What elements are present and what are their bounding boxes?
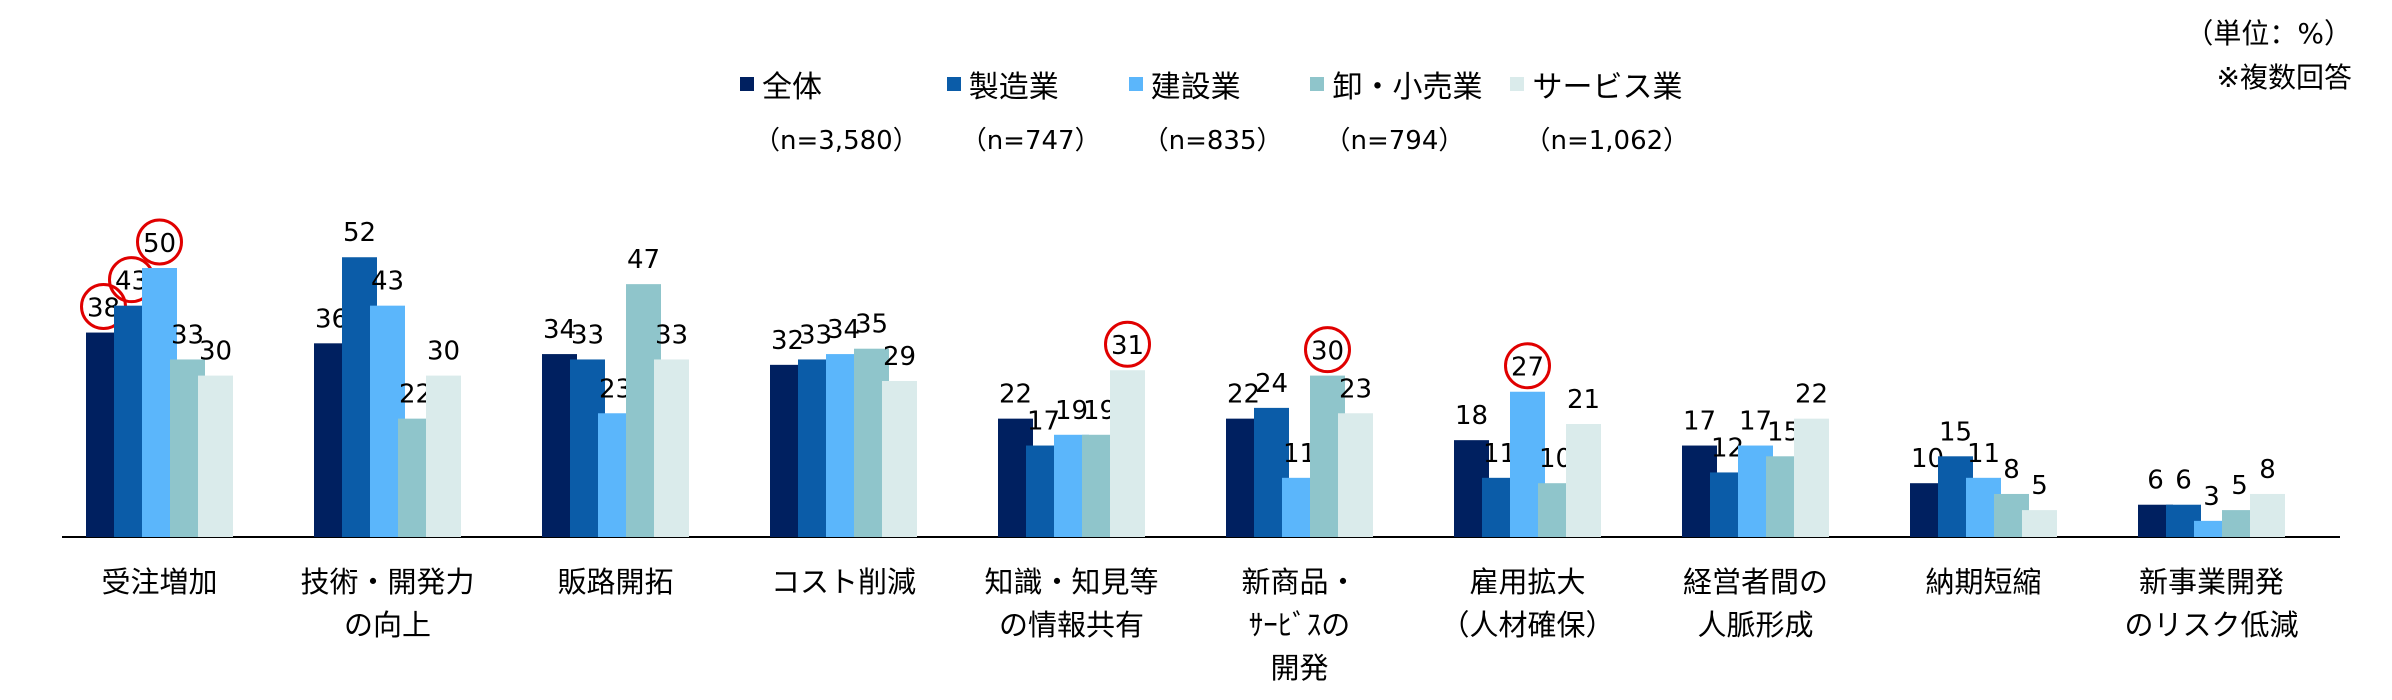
data-label: 50 (143, 229, 176, 259)
data-label: 29 (883, 342, 916, 372)
data-label: 17 (1739, 407, 1772, 437)
data-label: 33 (571, 320, 604, 350)
category-label: 知識・知見等 (984, 565, 1158, 599)
data-label: 27 (1511, 353, 1544, 383)
highlight-circle (1304, 326, 1351, 374)
legend-swatch (740, 77, 754, 91)
category-label: 経営者間の (1683, 565, 1828, 599)
legend-swatch (1128, 77, 1143, 91)
bar (654, 359, 689, 537)
data-label: 31 (1111, 331, 1144, 361)
data-label: 33 (171, 320, 204, 350)
data-label: 30 (1311, 337, 1344, 367)
legend-item-construction: 建設業 （n=835） (1128, 62, 1283, 157)
data-label: 21 (1567, 385, 1600, 415)
legend-item-service: サービス業 （n=1,062） (1510, 62, 1689, 157)
legend-item-all: 全体 （n=3,580） (740, 62, 919, 157)
highlight-circle (136, 218, 183, 266)
data-label: 47 (627, 245, 660, 275)
legend-sample-size: （n=794） (1324, 126, 1465, 156)
data-label: 22 (1795, 380, 1828, 410)
bar (2194, 520, 2229, 537)
data-label: 5 (2231, 471, 2248, 501)
category-label: （人材確保） (1440, 608, 1614, 642)
bar (2022, 510, 2057, 537)
bar (426, 375, 461, 537)
category-label: ｻｰﾋﾞｽの (1249, 608, 1351, 642)
data-label: 24 (1255, 369, 1288, 399)
bar (1338, 413, 1373, 537)
legend-sample-size: （n=747） (960, 126, 1101, 156)
data-label: 34 (543, 315, 576, 345)
category-label: 新商品・ (1241, 565, 1357, 599)
data-label: 22 (999, 380, 1032, 410)
data-label: 30 (427, 337, 460, 367)
legend-swatch (1510, 77, 1525, 91)
data-label: 17 (1683, 407, 1716, 437)
legend-sample-size: （n=835） (1142, 126, 1283, 156)
category-label: 販路開拓 (557, 565, 673, 599)
category-label: の向上 (344, 608, 431, 642)
legend-label: 卸・小売業 (1332, 70, 1483, 105)
legend-item-wholesale-retail: 卸・小売業 （n=794） (1310, 62, 1482, 157)
category-label: コスト削減 (771, 565, 916, 599)
data-label: 19 (1055, 396, 1088, 426)
data-label: 3 (2203, 482, 2220, 512)
data-label: 23 (1339, 374, 1372, 404)
legend-sample-size: （n=3,580） (754, 126, 919, 156)
legend-label: サービス業 (1532, 70, 1683, 105)
category-label: 納期短縮 (1925, 565, 2041, 599)
category-label: の情報共有 (999, 608, 1144, 642)
data-label: 5 (2031, 471, 2048, 501)
category-label: 開発 (1270, 651, 1328, 685)
data-label: 6 (2175, 466, 2192, 496)
bar (1110, 370, 1145, 537)
category-label: 雇用拡大 (1469, 565, 1585, 599)
legend-swatch (1310, 77, 1325, 91)
data-label: 6 (2147, 466, 2164, 496)
legend-label: 製造業 (968, 70, 1059, 105)
legend-item-manufacturing: 製造業 （n=747） (946, 62, 1101, 157)
legend-sample-size: （n=1,062） (1524, 126, 1690, 156)
highlight-circle (1504, 342, 1551, 390)
unit-note: （単位：%） ※複数回答 (2185, 12, 2352, 100)
category-label: 新事業開発 (2139, 565, 2284, 599)
data-label: 8 (2259, 455, 2276, 485)
data-label: 22 (1227, 380, 1260, 410)
bar (1794, 418, 1829, 537)
data-label: 52 (343, 218, 376, 248)
data-label: 32 (771, 326, 804, 356)
category-label: のリスク低減 (2124, 608, 2298, 642)
data-label: 43 (371, 267, 404, 297)
data-label: 35 (855, 310, 888, 340)
data-label: 30 (199, 337, 232, 367)
data-label: 17 (1027, 407, 1060, 437)
legend-label: 全体 (762, 70, 822, 105)
data-label: 34 (827, 315, 860, 345)
legend: 全体 （n=3,580） 製造業 （n=747） 建設業 （n=835） 卸・小… (740, 62, 1717, 157)
data-label: 18 (1455, 401, 1488, 431)
unit-label: （単位：%） (2185, 17, 2352, 50)
category-label: 受注増加 (101, 565, 217, 599)
bar (2250, 493, 2285, 537)
multiple-answer-note: ※複数回答 (2216, 61, 2352, 94)
bar (1566, 424, 1601, 537)
bar (882, 380, 917, 537)
legend-label: 建設業 (1150, 70, 1241, 105)
data-label: 15 (1939, 417, 1972, 447)
bar (198, 375, 233, 537)
data-label: 11 (1967, 439, 2000, 469)
highlight-circle (1104, 320, 1151, 368)
category-label: 技術・開発力 (300, 565, 474, 599)
legend-swatch (946, 77, 961, 91)
data-label: 8 (2003, 455, 2020, 485)
data-label: 33 (655, 320, 688, 350)
data-label: 33 (799, 320, 832, 350)
category-label: 人脈形成 (1697, 608, 1813, 642)
